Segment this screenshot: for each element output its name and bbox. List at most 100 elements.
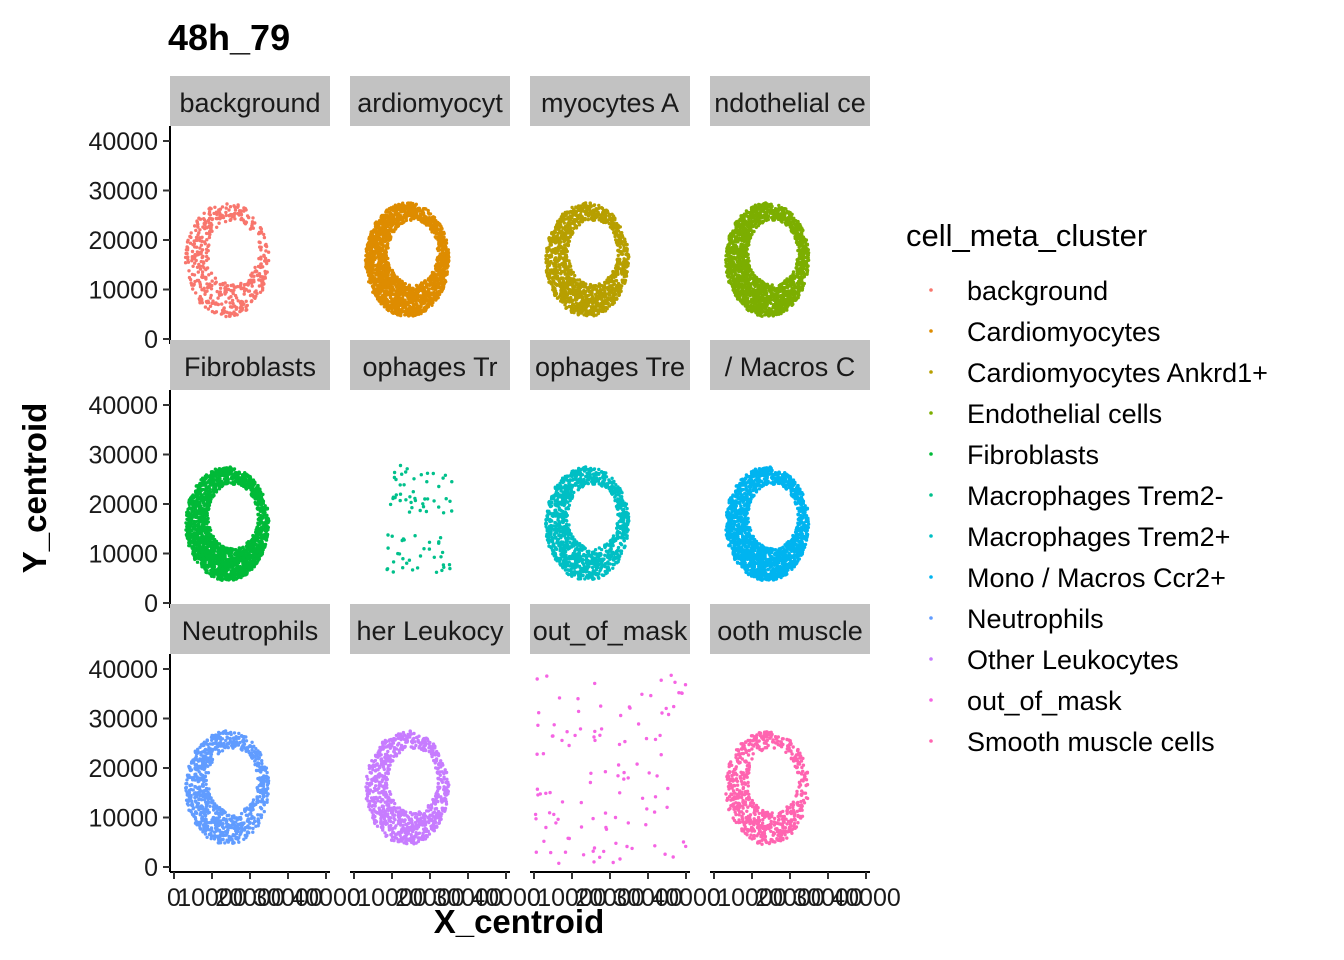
data-point [213,205,217,209]
data-point [564,217,568,221]
data-point [557,226,561,230]
point-series [724,201,811,318]
data-point [208,282,212,286]
data-point [563,257,567,261]
data-point [580,299,584,303]
data-point [376,251,380,256]
data-point [587,312,591,316]
data-point [184,251,188,256]
data-point [621,278,625,282]
data-point [402,290,407,294]
data-point [426,208,430,213]
data-point [237,209,242,213]
data-point [244,287,248,292]
data-point [379,277,384,281]
data-point [606,277,611,281]
data-point [258,240,262,245]
data-point [594,215,598,220]
data-point [567,274,571,279]
data-point [196,270,200,274]
data-point [545,266,550,270]
data-point [548,248,553,252]
data-point [602,287,606,292]
data-point [753,274,757,278]
facet-panel: ardiomyocyt [350,76,510,318]
data-point [248,227,253,231]
data-point [571,285,575,289]
data-point [200,239,204,243]
data-point [369,233,374,237]
data-point [250,220,255,224]
facet-strip [170,76,330,126]
data-point [238,283,243,287]
data-point [213,276,218,280]
data-point [614,231,619,235]
data-point [383,219,388,224]
data-point [440,250,445,255]
data-point [198,236,202,240]
data-point [382,251,386,255]
data-point [610,302,614,306]
data-point [193,261,197,265]
data-point [400,221,405,225]
data-point [409,290,413,295]
data-point [569,295,573,300]
data-point [223,286,227,291]
data-point [253,296,257,300]
data-point [186,258,190,262]
data-point [442,274,446,278]
data-point [442,246,446,250]
data-point [378,298,382,302]
data-point [259,255,263,259]
data-point [437,233,441,238]
data-point [365,253,369,258]
data-point [591,312,596,317]
data-point [617,225,622,229]
data-point [218,282,222,287]
data-point [422,207,426,211]
data-point [416,215,421,219]
data-point [384,279,388,284]
data-point [207,207,211,211]
data-point [202,221,206,226]
data-point [188,241,193,245]
data-point [215,289,219,294]
data-point [625,249,629,253]
data-point [436,285,440,289]
data-point [244,208,248,212]
data-point [573,273,577,278]
data-point [782,309,786,313]
data-point [574,308,579,312]
data-point [187,275,192,280]
data-point [187,269,191,273]
data-point [430,270,435,275]
data-point [386,241,390,246]
data-point [388,268,392,272]
data-point [196,225,200,229]
data-point [198,298,202,303]
data-point [202,211,206,215]
data-point [565,224,569,229]
data-point [375,277,380,281]
data-point [564,284,569,288]
data-point [558,267,562,271]
data-point [205,282,209,286]
data-point [370,273,374,277]
data-point [193,253,197,257]
data-point [573,298,577,302]
data-point [442,230,446,234]
data-point [428,298,432,302]
data-point [234,296,239,300]
data-point [228,305,233,309]
data-point [610,273,614,277]
data-point [560,277,565,281]
data-point [550,276,554,280]
data-point [258,290,263,294]
data-point [550,282,554,286]
data-point [589,300,594,304]
data-point [613,279,617,283]
data-point [373,246,378,250]
data-point [579,302,584,307]
data-point [438,223,442,228]
data-point [429,227,434,231]
